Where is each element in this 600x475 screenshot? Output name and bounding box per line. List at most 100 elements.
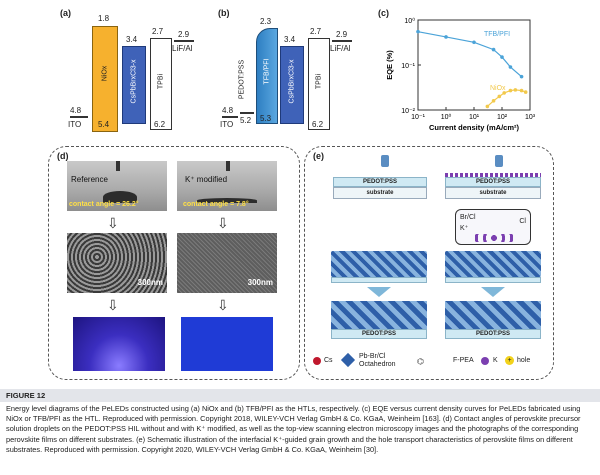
arrow-e2 [481,287,505,297]
legend-hole: hole [517,357,531,364]
lif-bar-b [332,40,352,42]
niox-homo: 5.4 [98,120,110,129]
crystal-layer-right-1 [445,251,541,277]
legend-octahedron: Pb-Br/Cl Octahedron [359,353,396,368]
niox-lumo: 1.8 [98,14,110,23]
y-tick-label: 10⁰ [404,17,415,25]
y-tick-label: 10⁻¹ [401,63,415,70]
data-point [491,99,496,103]
tpbi-homo-a: 6.2 [154,120,166,129]
figure-caption: Energy level diagrams of the PeLEDs cons… [6,404,581,454]
droplet-mod [197,198,257,203]
pedot-bottom-right: PEDOT:PSS [445,329,541,339]
inset-k: K⁺ [460,225,469,232]
pedot-level-b: 5.2 [240,116,252,125]
lif-label-a: LiF/Al [172,44,193,53]
cs-icon [313,357,321,365]
lif-level-b: 2.9 [336,30,348,39]
crystal-layer-left-1 [331,251,427,277]
inset-brcl: Br/Cl [460,214,476,221]
hole-icon: + [505,356,514,365]
needle-mod [226,161,230,171]
panel-a-label: (a) [60,8,71,18]
series-label-tfb: TFB/PFI [484,31,510,38]
lif-bar-a [174,40,194,42]
modified-sem-image: 300nm [177,233,277,293]
lif-label-b: LiF/Al [330,44,351,53]
octahedron-icon [340,352,356,368]
legend-fpea: F-PEA [453,357,474,364]
needle-ref [116,161,120,171]
tpbi-label-a: TPBi [157,73,165,90]
arrow-e1 [367,287,391,297]
pedot-bar-b [240,112,254,114]
reference-droplet-photo: Reference contact angle = 26.2° [67,161,167,211]
pedot-mid-left [331,277,427,283]
pedot-layer-right: PEDOT:PSS [445,177,541,187]
panel-a: (a) 4.8 ITO 1.8 5.4 NiOx 3.4 6.1 CsPbBrx… [60,8,200,136]
panel-d: (d) Reference contact angle = 26.2° K⁺ m… [48,146,300,380]
pvk-label-b: CsPbBrxCl3-x [288,59,296,104]
figure-title: FIGURE 12 [6,391,46,400]
legend-cs: Cs [324,357,333,364]
niox-block [92,26,118,132]
panel-c-label: (c) [378,8,389,18]
scale-bar-ref: 300nm [137,278,163,287]
fpea-icon: ⌬ [417,357,424,366]
tpbi-block-a [150,38,172,130]
tfb-block [256,28,278,124]
caption-title-bar: FIGURE 12 [0,389,600,402]
y-axis-label: EQE (%) [385,50,394,80]
inset-box: Br/Cl K⁺ Cl [455,209,531,245]
modified-film-photo [181,317,273,371]
reference-sem-image: 300nm [67,233,167,293]
legend-e: Cs Pb-Br/Cl Octahedron ⌬ F-PEA K + hole [313,351,549,373]
data-point [519,74,524,79]
modified-droplet-photo: K⁺ modified contact angle = 7.8° [177,161,277,211]
pvk-homo-b: 6.1 [284,124,296,133]
arrow-d1: ⇩ [107,215,119,231]
ito-level: 4.8 [70,106,82,115]
panel-d-label: (d) [57,151,69,161]
ito-bar [70,116,88,118]
reference-label: Reference [71,175,108,184]
x-tick-label: 10⁻¹ [411,114,425,121]
pipette-left [381,155,389,167]
lif-level-a: 2.9 [178,30,190,39]
tpbi-label-b: TPBi [315,73,323,90]
pvk-lumo-a: 3.4 [126,35,138,44]
data-point [500,55,504,59]
legend-k: K [493,357,498,364]
data-point [502,91,507,95]
data-point [508,65,513,69]
tfb-label: TFB/PFI [263,58,271,85]
pvk-lumo-b: 3.4 [284,35,296,44]
pedot-layer-left: PEDOT:PSS [333,177,427,187]
data-point [444,35,448,39]
reference-film-photo [73,317,165,371]
scale-bar-mod: 300nm [247,278,273,287]
chart-frame [417,19,531,111]
pvk-homo-a: 6.1 [126,124,138,133]
y-tick-label: 10⁻² [401,108,415,115]
substrate-right: substrate [445,187,541,199]
crystal-layer-right-2 [445,301,541,329]
data-point [519,88,524,93]
data-point [513,88,518,92]
pipette-right [495,155,503,167]
x-tick-label: 10² [497,114,508,121]
panel-e-label: (e) [313,151,324,161]
arrow-d3: ⇩ [107,297,119,313]
data-point [523,90,528,94]
x-tick-label: 10³ [525,114,536,121]
ref-contact-angle: contact angle = 26.2° [69,201,139,208]
data-point [485,104,490,109]
tpbi-lumo-b: 2.7 [310,27,322,36]
ito-bar-b [222,116,238,118]
pvk-label-a: CsPbBrxCl3-x [130,59,138,104]
tpbi-lumo-a: 2.7 [152,27,164,36]
mod-contact-angle: contact angle = 7.8° [183,201,249,208]
data-point [416,29,420,34]
x-axis-label: Current density (mA/cm²) [429,123,520,132]
